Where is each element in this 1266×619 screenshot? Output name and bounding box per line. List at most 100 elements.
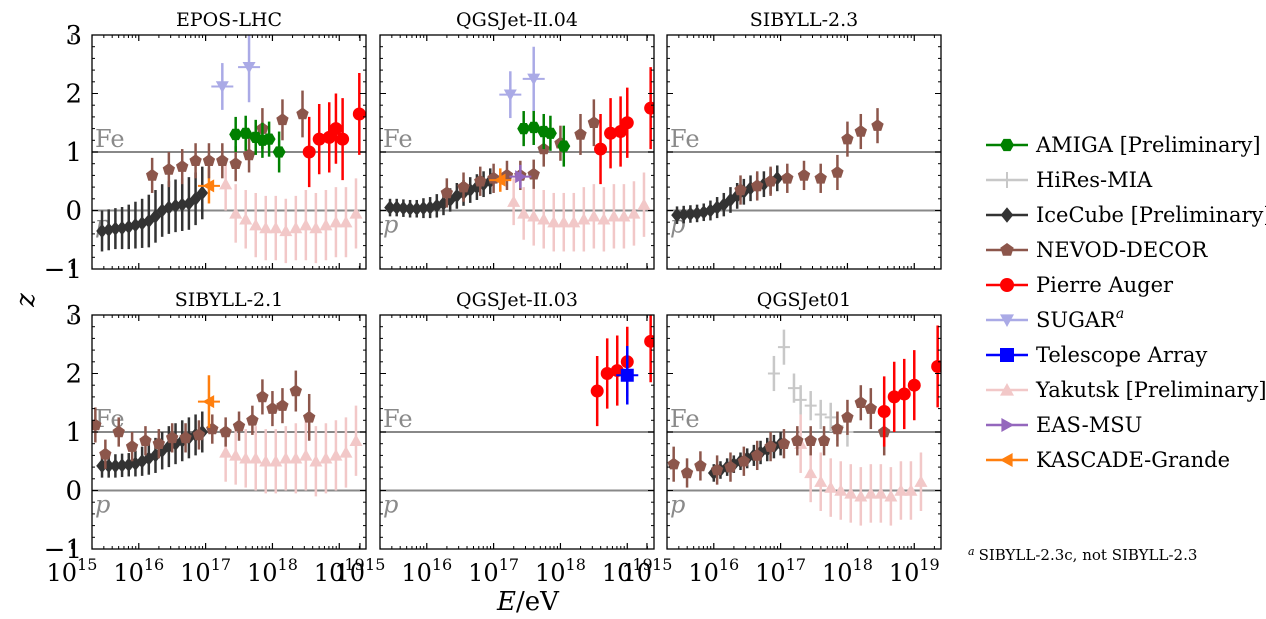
data-point bbox=[102, 458, 115, 474]
data-point bbox=[503, 89, 517, 102]
data-point bbox=[557, 140, 571, 152]
data-point bbox=[309, 221, 323, 234]
data-point bbox=[125, 440, 139, 452]
data-point bbox=[620, 116, 634, 130]
x-tick-label: 1019 bbox=[889, 555, 940, 587]
legend-item: AMIGA [Preliminary] bbox=[986, 133, 1261, 157]
legend-name: Telescope Array bbox=[1036, 343, 1207, 367]
data-point bbox=[590, 384, 604, 398]
tick-exponent: 17 bbox=[211, 555, 231, 574]
data-point bbox=[620, 368, 634, 382]
legend-marker bbox=[1000, 314, 1014, 327]
data-point bbox=[96, 223, 108, 239]
data-point bbox=[109, 221, 122, 236]
panel-1: QGSJet-II.04 Fe p bbox=[359, 9, 655, 270]
x-tick-label: 1018 bbox=[247, 555, 298, 587]
data-point bbox=[744, 181, 757, 196]
legend-label: Pierre Auger bbox=[1036, 273, 1174, 297]
data-point bbox=[777, 437, 791, 449]
legend-marker bbox=[1000, 207, 1014, 223]
data-point bbox=[667, 457, 680, 470]
tick-exponent: 16 bbox=[144, 555, 164, 574]
panel-data bbox=[92, 370, 363, 497]
data-point bbox=[256, 390, 269, 403]
data-point bbox=[329, 448, 343, 461]
legend-item: IceCube [Preliminary] bbox=[986, 203, 1266, 227]
y-tick-label: 0 bbox=[65, 477, 82, 507]
data-point bbox=[791, 434, 804, 446]
data-point bbox=[246, 413, 259, 426]
panel-title: QGSJet-II.04 bbox=[456, 9, 578, 31]
data-point bbox=[299, 218, 313, 231]
tick-base: 10 bbox=[822, 559, 853, 587]
data-point bbox=[192, 428, 206, 441]
series-sugar bbox=[499, 46, 545, 119]
y-tick-label: 3 bbox=[65, 301, 82, 331]
tick-base: 10 bbox=[46, 559, 77, 587]
legend-marker bbox=[999, 172, 1015, 188]
data-point bbox=[390, 200, 403, 215]
panel-title: QGSJet-II.03 bbox=[456, 289, 578, 311]
legend-name: Yakutsk [Preliminary] bbox=[1035, 378, 1266, 402]
data-point bbox=[854, 396, 867, 408]
series-sugar bbox=[211, 35, 261, 110]
data-point bbox=[242, 61, 256, 74]
data-point bbox=[471, 179, 483, 195]
tick-base: 10 bbox=[401, 559, 432, 587]
tick-base: 10 bbox=[180, 559, 211, 587]
data-point bbox=[319, 451, 333, 464]
data-point bbox=[610, 364, 624, 378]
data-point bbox=[202, 154, 216, 166]
series-yakutsk bbox=[794, 414, 928, 526]
data-point bbox=[339, 445, 353, 458]
tick-exponent: 15 bbox=[77, 555, 97, 574]
data-point bbox=[804, 399, 817, 412]
series-nevod bbox=[92, 370, 316, 469]
data-point bbox=[239, 212, 253, 225]
fe-label: Fe bbox=[95, 125, 125, 153]
legend-label: Telescope Array bbox=[1036, 343, 1207, 367]
panel-data bbox=[96, 35, 366, 264]
data-point bbox=[410, 201, 423, 216]
tick-exponent: 15 bbox=[365, 555, 385, 574]
series-yakutsk bbox=[219, 157, 363, 264]
data-point bbox=[139, 434, 152, 446]
x-tick-label: 1019 bbox=[602, 555, 653, 587]
data-point bbox=[577, 212, 591, 225]
data-point bbox=[767, 367, 780, 380]
data-point bbox=[697, 205, 710, 220]
data-point bbox=[259, 221, 273, 234]
data-point bbox=[817, 434, 831, 446]
data-point bbox=[272, 146, 286, 158]
data-point bbox=[527, 209, 541, 222]
data-point bbox=[684, 206, 697, 222]
tick-exponent: 16 bbox=[719, 555, 739, 574]
data-point bbox=[349, 206, 363, 219]
data-point bbox=[440, 186, 453, 199]
x-tick-label: 1018 bbox=[535, 555, 586, 587]
data-point bbox=[189, 154, 202, 166]
data-point bbox=[229, 157, 242, 169]
tick-exponent: 15 bbox=[652, 555, 672, 574]
legend-label: NEVOD-DECOR bbox=[1036, 238, 1208, 262]
legend-marker bbox=[1000, 383, 1014, 396]
tick-base: 10 bbox=[314, 559, 345, 587]
data-point bbox=[547, 215, 561, 228]
data-point bbox=[617, 209, 631, 222]
data-point bbox=[92, 418, 102, 431]
data-point bbox=[907, 378, 921, 392]
data-point bbox=[597, 212, 611, 225]
series-ta bbox=[616, 346, 639, 405]
data-point bbox=[543, 127, 557, 139]
legend-item: Yakutsk [Preliminary] bbox=[986, 378, 1266, 402]
data-point bbox=[352, 107, 366, 121]
y-tick-label: 0 bbox=[65, 197, 82, 227]
data-point bbox=[215, 81, 229, 93]
series-amiga bbox=[517, 109, 571, 167]
tick-base: 10 bbox=[688, 559, 719, 587]
data-point bbox=[914, 475, 928, 487]
footnote: a SIBYLL-2.3c, not SIBYLL-2.3 bbox=[968, 545, 1197, 564]
data-point bbox=[249, 218, 263, 231]
legend-marker bbox=[1001, 418, 1014, 432]
